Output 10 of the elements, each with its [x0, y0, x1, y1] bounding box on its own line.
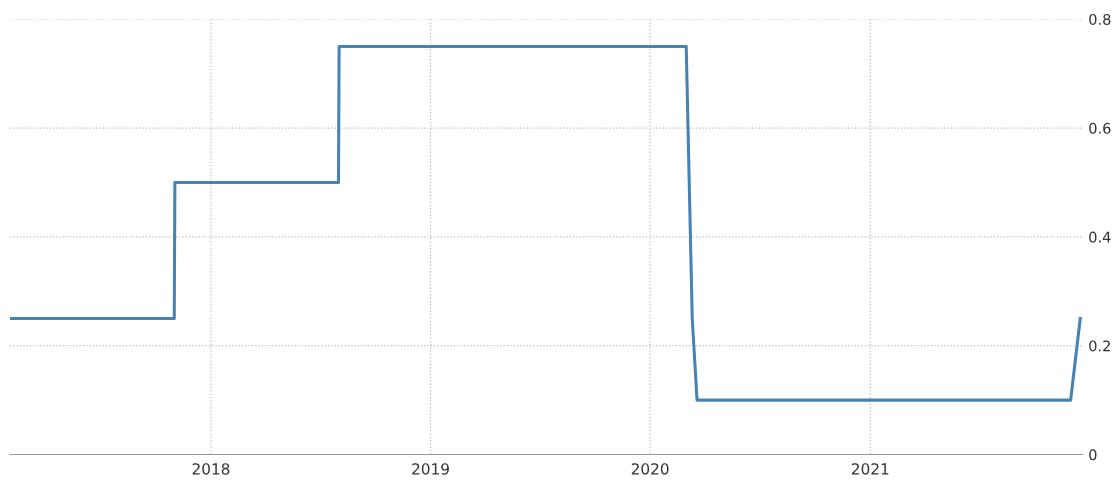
- y-tick-label: 0.2: [1089, 340, 1110, 352]
- x-tick-label: 2019: [412, 463, 449, 475]
- y-tick-label: 0.8: [1089, 13, 1111, 25]
- y-tick-label: 0.4: [1089, 231, 1111, 243]
- x-tick-label: 2018: [192, 463, 230, 475]
- x-tick-label: 2021: [851, 463, 889, 475]
- x-tick-label: 2020: [631, 463, 669, 475]
- y-tick-label: 0: [1089, 449, 1097, 461]
- y-tick-label: 0.6: [1089, 122, 1111, 134]
- line-series: [10, 44, 1082, 402]
